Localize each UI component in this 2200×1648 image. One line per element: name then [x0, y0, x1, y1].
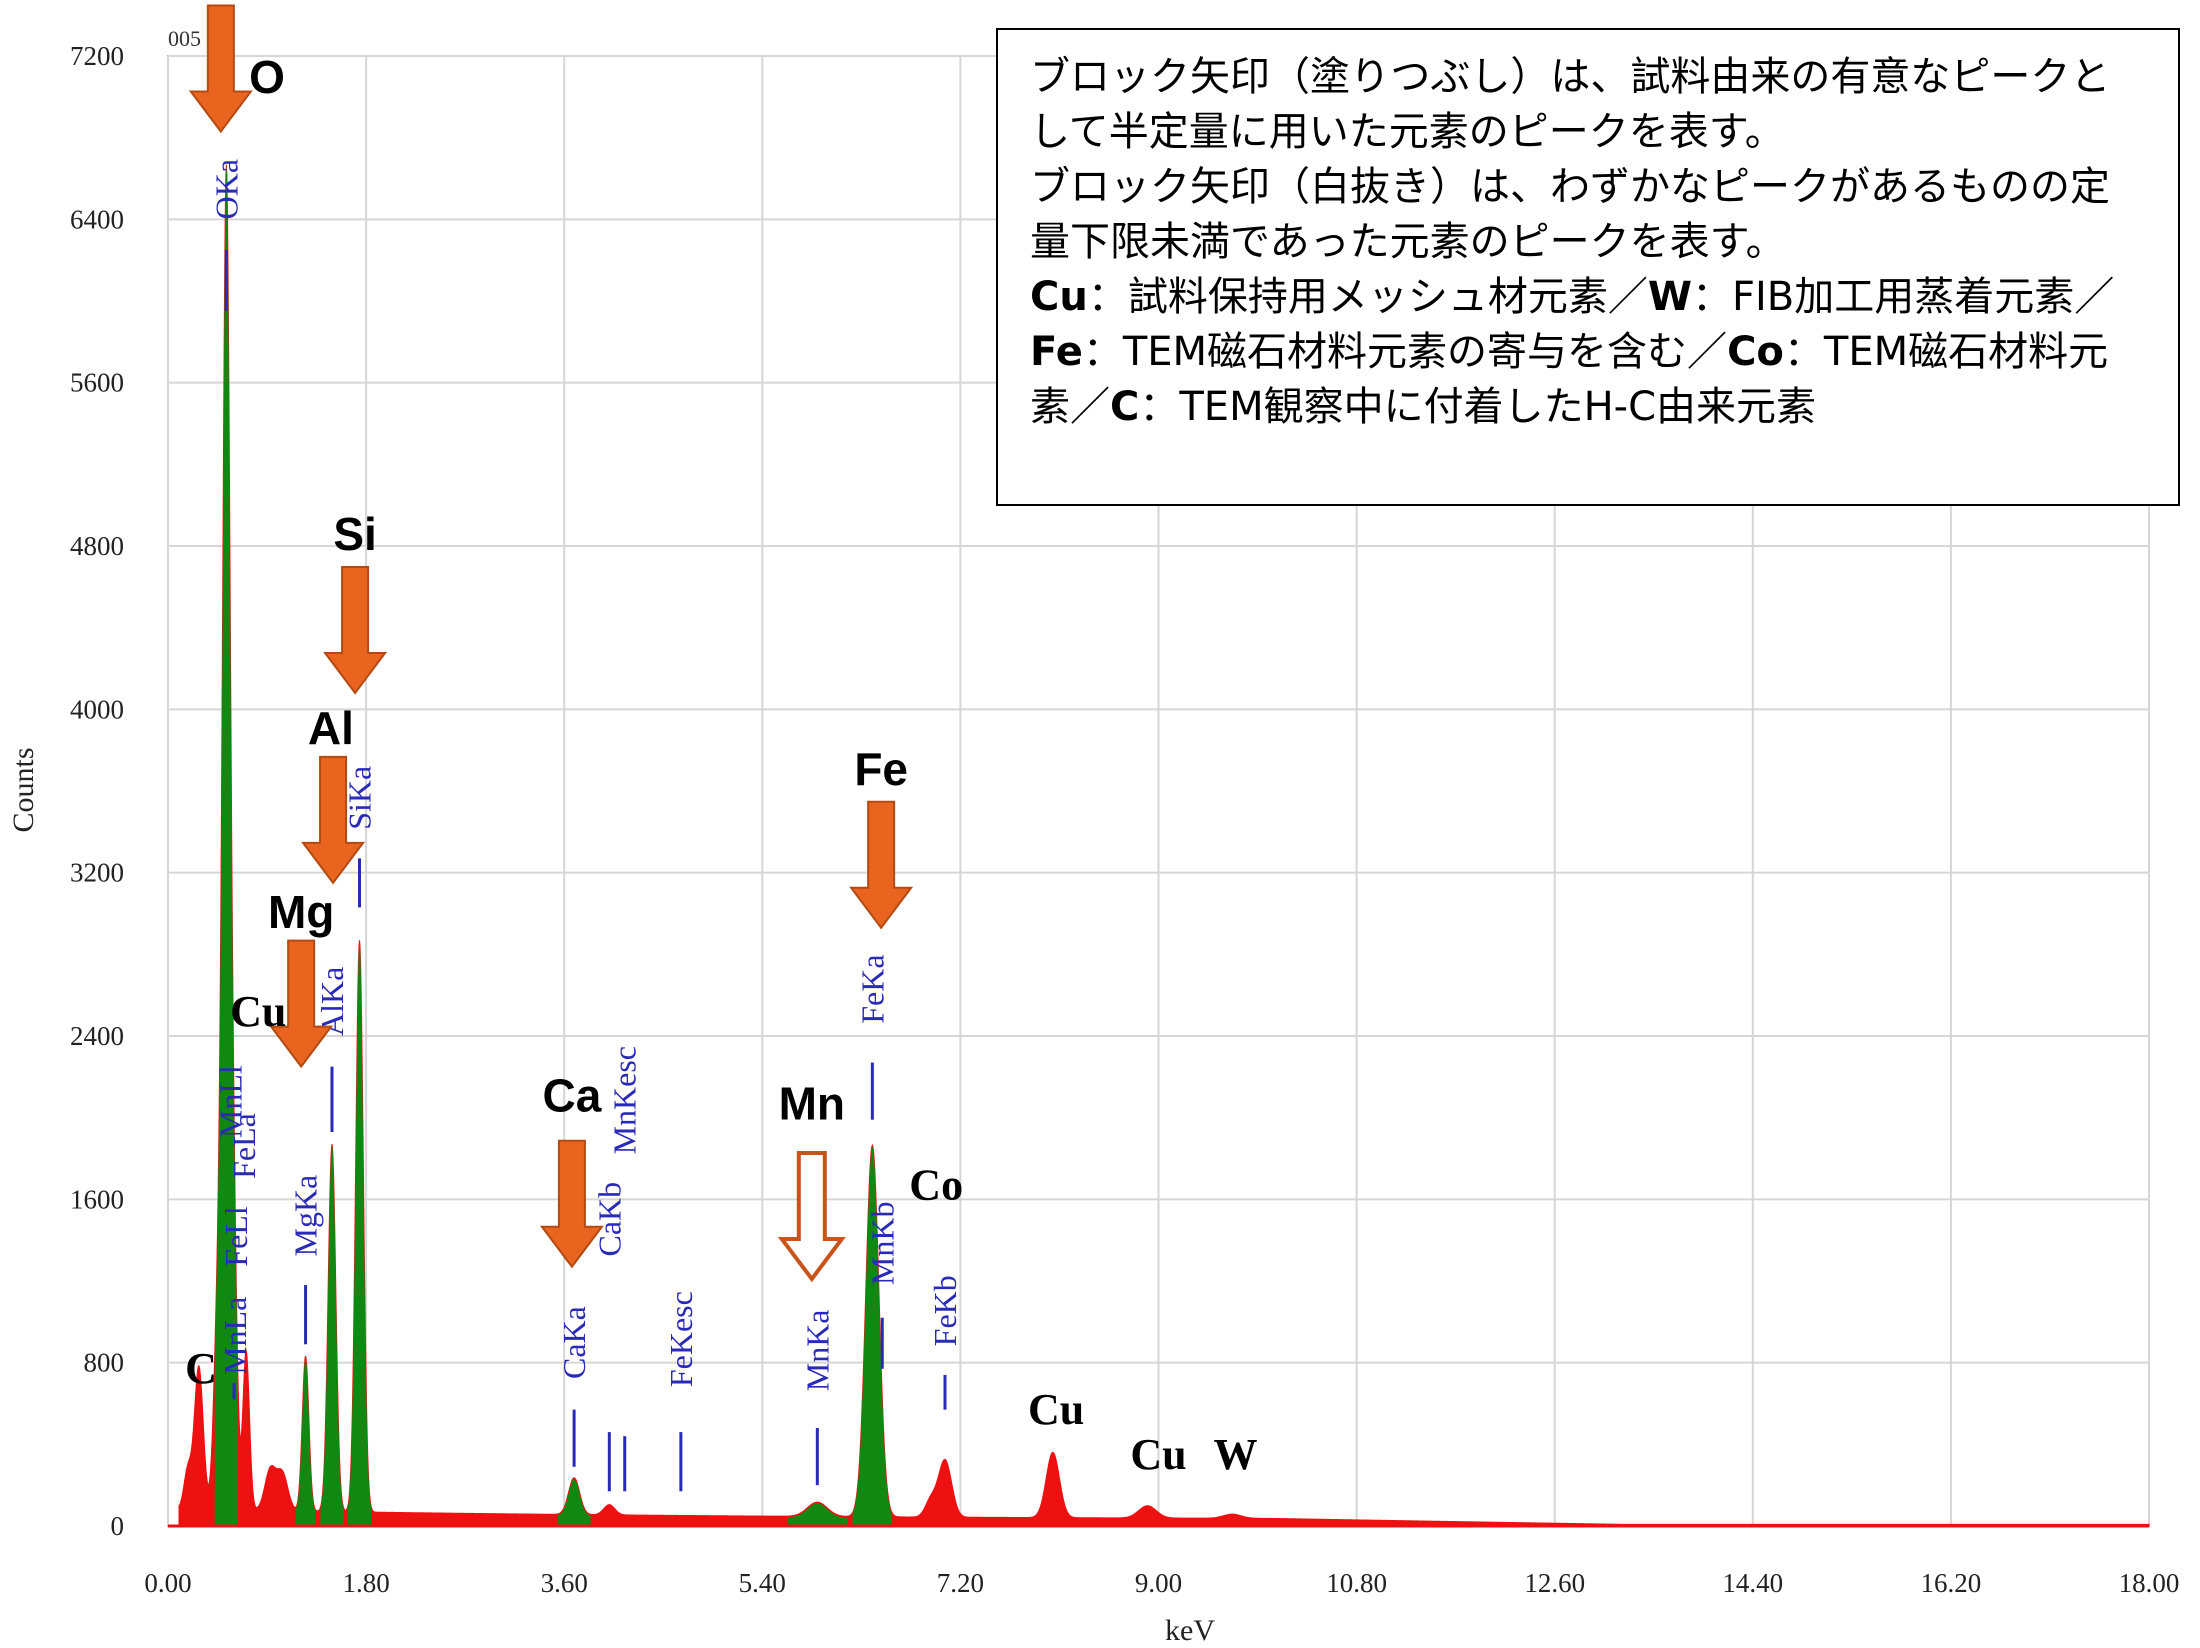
- peak-label: MnKb: [864, 1202, 900, 1286]
- top-left-fragment: 005: [168, 26, 201, 51]
- peak-label: MnKesc: [607, 1046, 643, 1154]
- y-tick-label: 4800: [70, 531, 124, 561]
- x-tick-label: 18.00: [2119, 1568, 2180, 1598]
- x-tick-label: 12.60: [1524, 1568, 1585, 1598]
- spectrum-area: [168, 164, 2150, 1528]
- x-tick-label: 5.40: [739, 1568, 786, 1598]
- y-tick-label: 0: [111, 1511, 125, 1541]
- element-arrow-label: Ca: [542, 1070, 601, 1122]
- y-tick-label: 800: [84, 1348, 125, 1378]
- y-tick-label: 7200: [70, 41, 124, 71]
- y-tick-label: 6400: [70, 204, 124, 234]
- x-tick-label: 0.00: [144, 1568, 191, 1598]
- note-hollow-arrow-text: ブロック矢印（白抜き）は、わずかなピークがあるものの定量下限未満であった元素のピ…: [1030, 164, 2110, 265]
- roi-peak: [787, 1503, 848, 1526]
- peak-label: MnLa: [217, 1297, 253, 1375]
- note-element-symbol: W: [1647, 274, 1692, 320]
- y-tick-label: 1600: [70, 1184, 124, 1214]
- peak-label: AlKa: [314, 967, 350, 1036]
- element-arrow-al: [301, 755, 366, 885]
- peak-label: MnLl: [213, 1065, 249, 1138]
- note-element-symbol: Cu: [1030, 274, 1088, 320]
- note-element-description: ：FIB加工用蒸着元素／: [1691, 274, 2115, 320]
- y-tick-label: 2400: [70, 1021, 124, 1051]
- y-tick-label: 5600: [70, 368, 124, 398]
- roi-peak: [347, 941, 372, 1526]
- element-label: Cu: [1130, 1430, 1186, 1479]
- element-arrow-ca: [539, 1139, 604, 1269]
- element-label: W: [1214, 1430, 1258, 1479]
- element-label: Co: [909, 1160, 963, 1209]
- element-label: C: [185, 1344, 217, 1393]
- peak-label: OKa: [208, 159, 244, 219]
- note-element-description: ：TEM磁石材料元素／: [1030, 329, 2109, 430]
- y-tick-label: 4000: [70, 694, 124, 724]
- note-element-description: ：試料保持用メッシュ材元素／: [1087, 274, 1648, 320]
- axis-ticks: 0.00 1.80 3.60 5.40 7.20 9.00 10.80 12.60 14.40 1…: [70, 41, 2179, 1598]
- peak-label: FeLa: [226, 1113, 262, 1179]
- y-axis-title: Counts: [7, 747, 40, 832]
- x-tick-label: 9.00: [1135, 1568, 1182, 1598]
- element-labels: Cu C Co Cu Cu W: [185, 987, 1257, 1479]
- roi-peak: [214, 165, 238, 1526]
- x-tick-label: 16.20: [1921, 1568, 1982, 1598]
- element-arrow-si: [323, 566, 388, 695]
- element-arrow-mn: [777, 1150, 846, 1283]
- note-element-symbol: Co: [1727, 329, 1784, 375]
- peak-label: FeLl: [218, 1206, 254, 1267]
- peak-label: MnKa: [799, 1309, 835, 1391]
- x-tick-label: 1.80: [342, 1568, 389, 1598]
- element-arrow-label: Si: [333, 508, 376, 560]
- element-arrow-o: [188, 4, 253, 134]
- y-tick-label: 3200: [70, 858, 124, 888]
- note-element-description: ：TEM磁石材料元素の寄与を含む／: [1082, 329, 1728, 375]
- note-filled-arrow-text: ブロック矢印（塗りつぶし）は、試料由来の有意なピークとして半定量に用いた元素のピ…: [1030, 54, 2111, 155]
- x-tick-label: 3.60: [541, 1568, 588, 1598]
- note-element-symbol: C: [1110, 384, 1140, 430]
- peak-label: SiKa: [341, 766, 377, 830]
- peak-label: FeKesc: [663, 1291, 699, 1387]
- roi-peak: [557, 1478, 591, 1526]
- element-label: Cu: [230, 987, 286, 1036]
- x-axis-title: keV: [1165, 1614, 1215, 1647]
- peak-label: CaKa: [556, 1306, 592, 1379]
- spectrum-series: [178, 164, 2150, 1527]
- element-arrows: O Si Al Mg Ca Fe Mn: [188, 4, 914, 1283]
- roi-peak: [295, 1357, 316, 1526]
- element-arrow-label: Mn: [779, 1078, 845, 1130]
- x-tick-label: 7.20: [937, 1568, 984, 1598]
- note-element-origins: Cu：試料保持用メッシュ材元素／W：FIB加工用蒸着元素／ Fe：TEM磁石材料元…: [1030, 270, 2148, 435]
- element-arrow-label: Al: [308, 702, 354, 754]
- element-arrow-label: O: [249, 51, 285, 103]
- x-tick-label: 10.80: [1326, 1568, 1387, 1598]
- element-label: Cu: [1028, 1385, 1084, 1434]
- x-tick-label: 14.40: [1722, 1568, 1783, 1598]
- element-arrow-fe: [849, 800, 914, 930]
- element-arrow-mg: [269, 939, 334, 1069]
- annotation-note-box: ブロック矢印（塗りつぶし）は、試料由来の有意なピークとして半定量に用いた元素のピ…: [996, 28, 2180, 506]
- roi-peak: [320, 1145, 344, 1526]
- peak-label: FeKb: [927, 1275, 963, 1346]
- peak-label: FeKa: [854, 954, 890, 1023]
- peak-marker-lines: [224, 249, 947, 1492]
- element-arrow-label: Fe: [854, 743, 908, 795]
- element-arrow-label: Mg: [268, 886, 334, 938]
- note-element-description: ：TEM観察中に付着したH-C由来元素: [1139, 384, 1817, 430]
- peak-label: CaKb: [591, 1182, 627, 1257]
- roi-peak: [852, 1146, 893, 1526]
- peak-label: MgKa: [288, 1175, 324, 1257]
- note-element-symbol: Fe: [1030, 329, 1083, 375]
